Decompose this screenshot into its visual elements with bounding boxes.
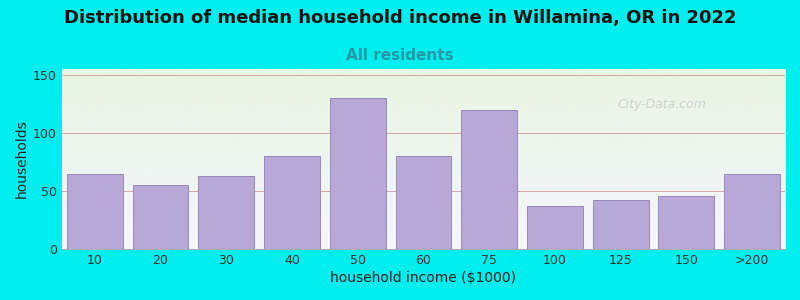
Y-axis label: households: households xyxy=(15,120,29,198)
Bar xyxy=(264,156,320,249)
X-axis label: household income ($1000): household income ($1000) xyxy=(330,271,517,285)
Bar xyxy=(462,110,517,249)
Bar xyxy=(593,200,649,249)
Text: City-Data.com: City-Data.com xyxy=(618,98,706,112)
Bar xyxy=(724,173,780,249)
Bar xyxy=(658,196,714,249)
Bar xyxy=(198,176,254,249)
Bar xyxy=(330,98,386,249)
Text: All residents: All residents xyxy=(346,48,454,63)
Bar xyxy=(133,185,189,249)
Bar xyxy=(395,156,451,249)
Bar xyxy=(67,173,122,249)
Bar xyxy=(527,206,583,249)
Text: Distribution of median household income in Willamina, OR in 2022: Distribution of median household income … xyxy=(64,9,736,27)
